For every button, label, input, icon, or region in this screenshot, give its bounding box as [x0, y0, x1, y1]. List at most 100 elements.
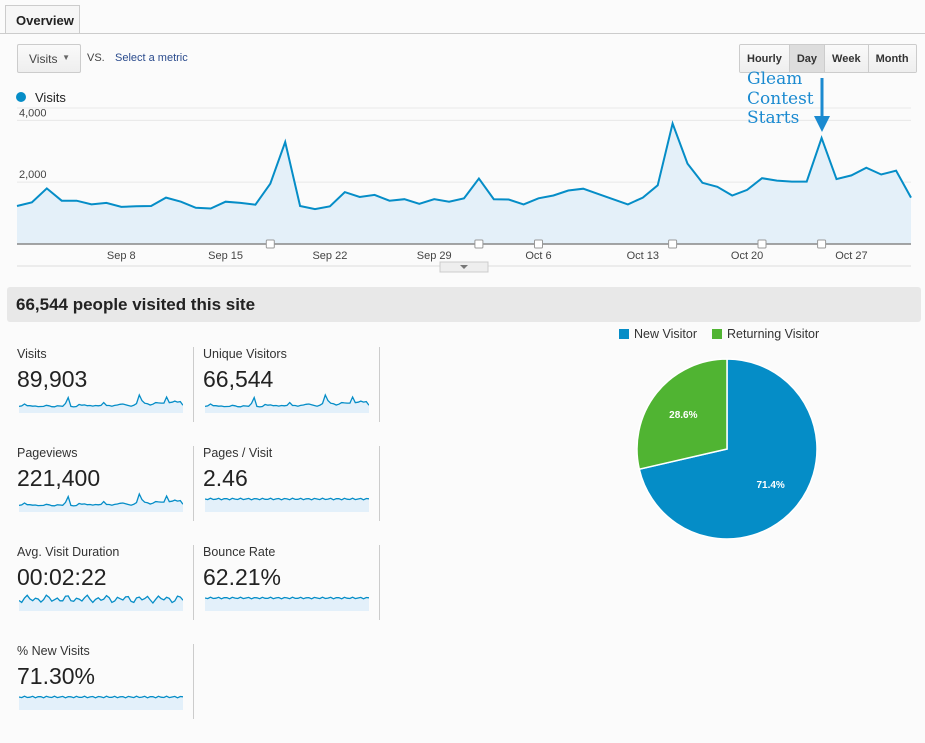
metric-sparkline	[19, 695, 183, 710]
metric-sparkline	[205, 393, 369, 413]
week-button[interactable]: Week	[824, 45, 868, 72]
annotation-marker-icon[interactable]	[534, 239, 543, 249]
sparkline-area	[19, 595, 183, 611]
metric-value: 66,544	[203, 366, 274, 392]
legend-label: New Visitor	[634, 327, 697, 341]
visitor-pie-chart: 71.4% 28.6%	[636, 358, 818, 540]
annotation-marker-icon[interactable]	[668, 239, 678, 249]
pie-slice[interactable]	[638, 358, 818, 540]
metric-sparkline	[19, 492, 183, 512]
metric-sparkline	[19, 594, 183, 611]
annotation-marker-icon[interactable]	[817, 239, 827, 249]
month-button[interactable]: Month	[867, 45, 916, 72]
y-tick-label: 2,000	[19, 169, 47, 181]
metric-value: 71.30%	[17, 663, 96, 689]
metric-select-value: Visits	[29, 52, 58, 66]
select-metric-link[interactable]: Select a metric	[115, 52, 188, 64]
legend-label: Returning Visitor	[727, 327, 820, 341]
sparkline-line	[19, 695, 183, 699]
metric-value: 89,903	[17, 366, 88, 392]
column-divider	[379, 446, 380, 521]
metric-label: % New Visits	[17, 644, 90, 658]
pie-slice-label: 28.6%	[669, 410, 697, 421]
metric-label: Pages / Visit	[203, 446, 273, 460]
legend-new-visitor: New Visitor	[619, 327, 697, 341]
metric-value: 2.46	[203, 465, 248, 491]
sparkline-area	[19, 696, 183, 710]
annotation-line: Gleam	[747, 69, 803, 89]
annotation-marker-icon[interactable]	[757, 239, 767, 249]
granularity-buttons: Hourly Day Week Month	[739, 44, 917, 73]
x-tick-label: Oct 13	[627, 250, 659, 262]
hourly-button[interactable]: Hourly	[740, 45, 789, 72]
metric-card[interactable]: % New Visits 71.30%	[17, 644, 191, 743]
gleam-annotation: Gleam Contest Starts	[747, 69, 814, 129]
visits-area	[17, 123, 911, 244]
column-divider	[193, 644, 194, 719]
metric-label: Unique Visitors	[203, 347, 287, 361]
metric-sparkline	[19, 393, 183, 413]
sparkline-line	[205, 497, 369, 501]
metric-card[interactable]: Pageviews 221,400	[17, 446, 191, 545]
sparkline-area	[205, 498, 369, 512]
column-divider	[379, 545, 380, 620]
summary-title: 66,544 people visited this site	[7, 287, 921, 322]
metric-card[interactable]: Avg. Visit Duration 00:02:22	[17, 545, 191, 644]
metric-card[interactable]: Bounce Rate 62.21%	[203, 545, 377, 644]
column-divider	[193, 446, 194, 521]
x-tick-label: Sep 29	[417, 250, 452, 262]
sparkline-line	[205, 596, 369, 600]
metric-value: 221,400	[17, 465, 101, 491]
tab-divider	[0, 33, 925, 34]
tab-overview[interactable]: Overview	[5, 5, 80, 34]
legend-returning-visitor: Returning Visitor	[712, 327, 819, 341]
vs-label: VS.	[87, 52, 105, 64]
metric-card[interactable]: Unique Visitors 66,544	[203, 347, 377, 446]
column-divider	[193, 545, 194, 620]
annotation-arrow-icon	[814, 78, 830, 132]
sparkline-line	[205, 393, 369, 408]
annotation-line: Starts	[747, 108, 800, 128]
x-tick-label: Sep 22	[312, 250, 347, 262]
metric-sparkline	[205, 497, 369, 512]
y-tick-label: 4,000	[19, 107, 47, 119]
annotation-marker-icon[interactable]	[474, 239, 484, 249]
metric-card[interactable]: Pages / Visit 2.46	[203, 446, 377, 545]
metric-label: Visits	[17, 347, 47, 361]
sparkline-area	[19, 395, 183, 413]
x-tick-label: Sep 8	[107, 250, 136, 262]
metric-value: 62.21%	[203, 564, 282, 590]
metric-label: Bounce Rate	[203, 545, 276, 559]
sparkline-line	[19, 594, 183, 605]
x-tick-label: Oct 27	[835, 250, 867, 262]
metric-sparkline	[205, 596, 369, 611]
x-tick-label: Oct 6	[525, 250, 551, 262]
visits-line	[16, 120, 912, 211]
sparkline-line	[19, 393, 183, 408]
sparkline-area	[205, 395, 369, 413]
pie-slice[interactable]	[636, 358, 728, 471]
metric-select[interactable]: Visits ▼	[17, 44, 81, 73]
legend-swatch	[712, 329, 722, 339]
day-button[interactable]: Day	[788, 45, 825, 72]
visits-chart: 4,000 2,000 Sep 8 Sep 15 Sep 22 Sep 29 Oct 6 Oc…	[16, 107, 912, 273]
legend-swatch	[619, 329, 629, 339]
sparkline-area	[19, 494, 183, 512]
sparkline-line	[19, 492, 183, 507]
metric-card[interactable]: Visits 89,903	[17, 347, 191, 446]
visits-legend-label: Visits	[35, 90, 66, 105]
pie-slice-label: 71.4%	[756, 480, 784, 491]
metric-label: Avg. Visit Duration	[17, 545, 120, 559]
column-divider	[193, 347, 194, 422]
sparkline-area	[205, 597, 369, 611]
x-tick-label: Oct 20	[731, 250, 763, 262]
x-tick-label: Sep 15	[208, 250, 243, 262]
metric-label: Pageviews	[17, 446, 78, 460]
annotation-marker-icon[interactable]	[265, 239, 275, 249]
metric-value: 00:02:22	[17, 564, 107, 590]
column-divider	[379, 347, 380, 422]
annotation-line: Contest	[747, 88, 814, 109]
chevron-down-icon: ▼	[62, 53, 70, 62]
chevron-down-icon	[460, 265, 468, 269]
visits-legend-dot	[16, 92, 26, 102]
